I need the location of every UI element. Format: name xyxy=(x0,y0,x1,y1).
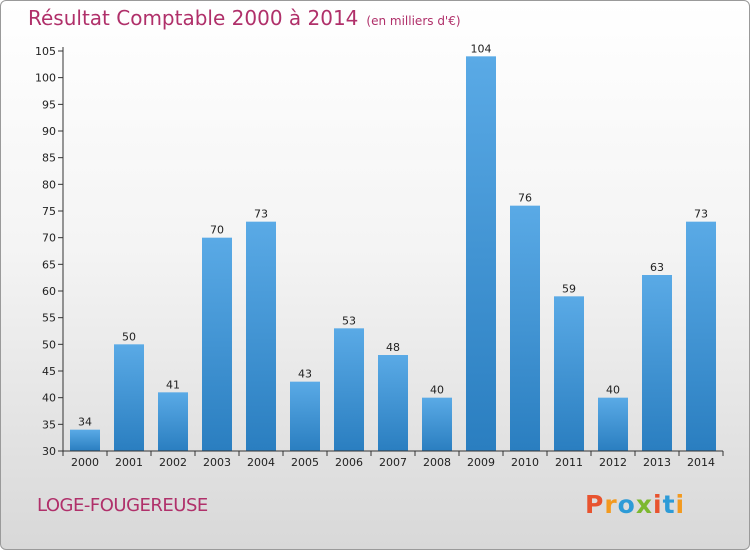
unit-text: (en milliers d'€) xyxy=(366,14,461,28)
bar-2013 xyxy=(642,275,672,451)
x-tick-label-2013: 2013 xyxy=(643,456,671,469)
bar-2007 xyxy=(378,355,408,451)
logo-letter: i xyxy=(653,490,663,519)
bars: 34 50 41 70 73 43 53 48 40 104 76 59 40 63 73 xyxy=(70,42,716,451)
x-axis: 2000 2001 2002 2003 2004 2005 2006 2007 2008 2009… xyxy=(62,450,724,469)
x-tick-label-2005: 2005 xyxy=(291,456,319,469)
y-tick-label: 105 xyxy=(35,45,56,58)
bar-2000 xyxy=(70,429,100,451)
logo-letter: i xyxy=(675,490,686,519)
x-tick-label-2012: 2012 xyxy=(599,456,627,469)
y-tick-label: 45 xyxy=(42,365,56,378)
title-text: Résultat Comptable 2000 à 2014 xyxy=(28,6,359,30)
y-tick-label: 70 xyxy=(42,232,56,245)
bar-2006 xyxy=(334,328,364,451)
bar-2002 xyxy=(158,392,188,451)
data-label-2011: 59 xyxy=(562,282,576,295)
data-label-2010: 76 xyxy=(518,192,532,205)
data-label-2007: 48 xyxy=(386,341,400,354)
data-label-2001: 50 xyxy=(122,330,136,343)
x-tick-label-2007: 2007 xyxy=(379,456,407,469)
x-tick-label-2000: 2000 xyxy=(71,456,99,469)
bar-2014 xyxy=(686,221,716,451)
y-tick-label: 95 xyxy=(42,98,56,111)
logo-letter: P xyxy=(585,490,605,519)
data-label-2008: 40 xyxy=(430,384,444,397)
y-tick-label: 60 xyxy=(42,285,56,298)
y-tick-label: 50 xyxy=(42,338,56,351)
y-tick-label: 65 xyxy=(42,258,56,271)
bar-2012 xyxy=(598,397,628,451)
x-tick-label-2003: 2003 xyxy=(203,456,231,469)
data-label-2013: 63 xyxy=(650,261,664,274)
y-tick-label: 40 xyxy=(42,392,56,405)
bar-2011 xyxy=(554,296,584,451)
data-label-2014: 73 xyxy=(694,208,708,221)
x-tick-label-2001: 2001 xyxy=(115,456,143,469)
logo-letter: t xyxy=(662,490,676,519)
data-label-2004: 73 xyxy=(254,208,268,221)
bar-2004 xyxy=(246,221,276,451)
bar-2008 xyxy=(422,397,452,451)
data-label-2009: 104 xyxy=(471,42,492,55)
data-label-2012: 40 xyxy=(606,384,620,397)
logo-letter: x xyxy=(635,490,653,519)
data-label-2005: 43 xyxy=(298,368,312,381)
y-tick-label: 85 xyxy=(42,152,56,165)
x-tick-label-2002: 2002 xyxy=(159,456,187,469)
y-axis: 30 35 40 45 50 55 60 65 70 75 80 85 90 95 100 105 xyxy=(35,45,64,458)
y-tick-label: 90 xyxy=(42,125,56,138)
logo-letter: o xyxy=(617,490,636,519)
y-tick-label: 80 xyxy=(42,178,56,191)
x-tick-label-2006: 2006 xyxy=(335,456,363,469)
bar-2001 xyxy=(114,344,144,451)
y-tick-label: 30 xyxy=(42,445,56,458)
x-tick-label-2011: 2011 xyxy=(555,456,583,469)
chart-title: Résultat Comptable 2000 à 2014 (en millie… xyxy=(28,6,461,30)
x-tick-label-2008: 2008 xyxy=(423,456,451,469)
bar-2009 xyxy=(466,56,496,451)
proxiti-logo[interactable]: Proxiti xyxy=(585,490,685,519)
bar-2003 xyxy=(202,237,232,451)
data-label-2003: 70 xyxy=(210,224,224,237)
x-tick-label-2010: 2010 xyxy=(511,456,539,469)
y-tick-label: 100 xyxy=(35,72,56,85)
y-tick-label: 35 xyxy=(42,418,56,431)
y-tick-label: 75 xyxy=(42,205,56,218)
data-label-2000: 34 xyxy=(78,416,92,429)
logo-letter: r xyxy=(604,490,618,519)
x-tick-label-2004: 2004 xyxy=(247,456,275,469)
data-label-2006: 53 xyxy=(342,314,356,327)
commune-name: LOGE-FOUGEREUSE xyxy=(37,495,208,516)
bar-2010 xyxy=(510,205,540,451)
x-tick-label-2009: 2009 xyxy=(467,456,495,469)
y-tick-label: 55 xyxy=(42,312,56,325)
bar-2005 xyxy=(290,381,320,451)
data-label-2002: 41 xyxy=(166,378,180,391)
x-tick-label-2014: 2014 xyxy=(687,456,715,469)
